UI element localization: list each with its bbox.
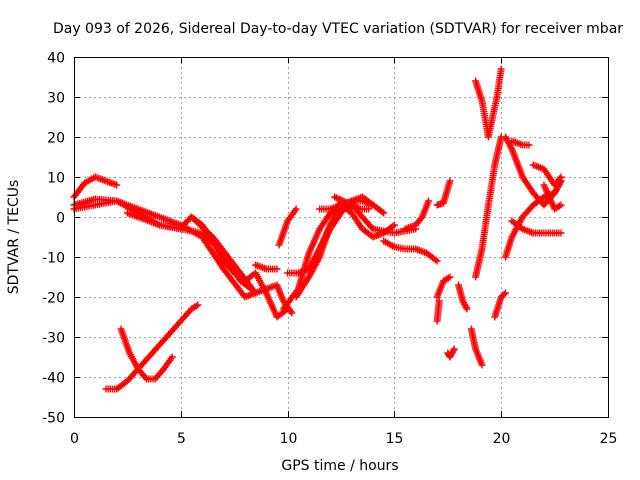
y-tick-label: 30 — [47, 91, 65, 107]
data-point — [435, 297, 443, 305]
data-point — [288, 309, 296, 317]
y-tick-label: 10 — [47, 171, 65, 187]
data-point — [390, 221, 398, 229]
x-tick-label: 0 — [70, 431, 79, 447]
x-axis-label: GPS time / hours — [281, 458, 398, 474]
x-tick-label: 10 — [280, 431, 298, 447]
y-tick-label: -50 — [42, 411, 65, 427]
y-tick-label: -10 — [42, 251, 65, 267]
data-point — [446, 273, 454, 281]
data-point — [192, 302, 200, 310]
x-tick-label: 5 — [177, 431, 186, 447]
data-point — [446, 177, 454, 185]
data-point — [557, 201, 565, 209]
data-point — [273, 265, 281, 273]
data-point — [369, 201, 377, 209]
data-point — [113, 181, 121, 189]
data-point — [557, 173, 565, 181]
data-point — [497, 65, 505, 73]
data-point — [555, 202, 563, 210]
data-point — [557, 229, 565, 237]
y-axis-label: SDTVAR / TECUs — [6, 180, 22, 295]
gridlines — [74, 57, 608, 417]
data-point — [525, 141, 533, 149]
x-tick-label: 15 — [386, 431, 404, 447]
data-point — [449, 347, 457, 355]
y-tick-label: -40 — [42, 371, 65, 387]
data-point — [378, 208, 386, 216]
data-point — [365, 205, 373, 213]
data-point — [433, 257, 441, 265]
axis-ticks: 0 5 10 15 20 25 -50 -40 -30 -20 -10 0 10 20 30 40 — [42, 51, 617, 448]
data-point — [425, 197, 433, 205]
y-tick-label: 40 — [47, 51, 65, 67]
data-point — [389, 222, 397, 230]
plot-frame — [74, 57, 609, 418]
y-tick-label: 20 — [47, 131, 65, 147]
data-point — [168, 353, 176, 361]
x-tick-label: 25 — [600, 431, 618, 447]
data-point — [462, 303, 470, 311]
x-tick-label: 20 — [493, 431, 511, 447]
data-point — [194, 301, 202, 309]
data-point — [292, 205, 300, 213]
data-point — [432, 256, 440, 264]
data-point — [444, 274, 452, 282]
chart-title: Day 093 of 2026, Sidereal Day-to-day VTE… — [53, 21, 623, 37]
data-point — [500, 290, 508, 298]
y-tick-label: 0 — [56, 211, 65, 227]
data-point — [478, 361, 486, 369]
y-tick-label: -30 — [42, 331, 65, 347]
data-point — [463, 305, 471, 313]
data-point — [450, 345, 458, 353]
data-point — [501, 289, 509, 297]
data-point — [556, 175, 564, 183]
data-point — [417, 215, 425, 223]
data-point — [380, 209, 388, 217]
y-tick-label: -20 — [42, 291, 65, 307]
